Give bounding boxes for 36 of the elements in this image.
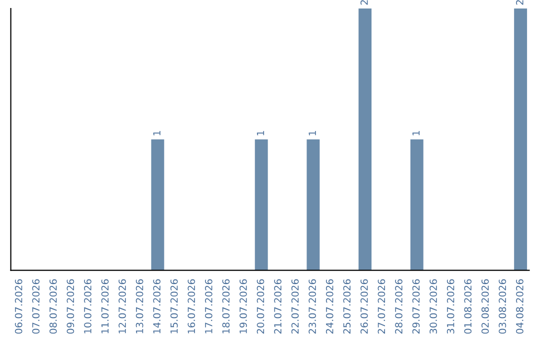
x-tick-label: 31.07.2026 [446,279,454,334]
x-tick-label: 20.07.2026 [256,279,264,334]
x-tick-label: 07.07.2026 [32,279,40,334]
x-tick-label: 30.07.2026 [430,279,437,334]
x-tick-label: 12.07.2026 [118,279,126,334]
x-tick-label: 28.07.2026 [395,279,402,334]
x-tick-label: 04.08.2026 [516,279,524,334]
x-tick-label: 08.07.2026 [49,279,57,334]
x-tick-label: 10.07.2026 [84,279,92,334]
x-tick-label: 15.07.2026 [170,279,178,334]
data-label: 2 [516,0,524,5]
x-tick-label: 14.07.2026 [153,279,160,334]
x-tick-label: 23.07.2026 [308,279,316,334]
x-tick-label: 22.07.2026 [291,279,299,334]
data-label: 1 [256,131,264,136]
x-tick-label: 27.07.2026 [378,279,386,334]
x-tick-label: 18.07.2026 [222,279,230,334]
x-tick-label: 25.07.2026 [343,279,351,334]
x-tick-label: 13.07.2026 [136,279,144,334]
x-tick-label: 26.07.2026 [360,279,368,334]
x-tick-label: 02.08.2026 [481,279,489,334]
data-label: 1 [412,131,420,136]
x-tick-label: 17.07.2026 [204,279,212,334]
x-tick-label: 16.07.2026 [188,279,196,334]
x-tick-label: 01.08.2026 [464,279,472,334]
x-tick-label: 11.07.2026 [101,279,109,334]
x-tick-label: 06.07.2026 [14,279,22,334]
x-tick-label: 03.08.2026 [498,279,506,334]
x-tick-label: 29.07.2026 [412,279,420,334]
data-label: 1 [308,131,316,136]
x-tick-label: 19.07.2026 [240,279,247,334]
x-tick-label: 24.07.2026 [326,279,334,334]
x-tick-label: 09.07.2026 [66,279,74,334]
data-label: 1 [153,131,160,136]
x-tick-label: 21.07.2026 [274,279,282,334]
data-label: 2 [360,0,368,5]
